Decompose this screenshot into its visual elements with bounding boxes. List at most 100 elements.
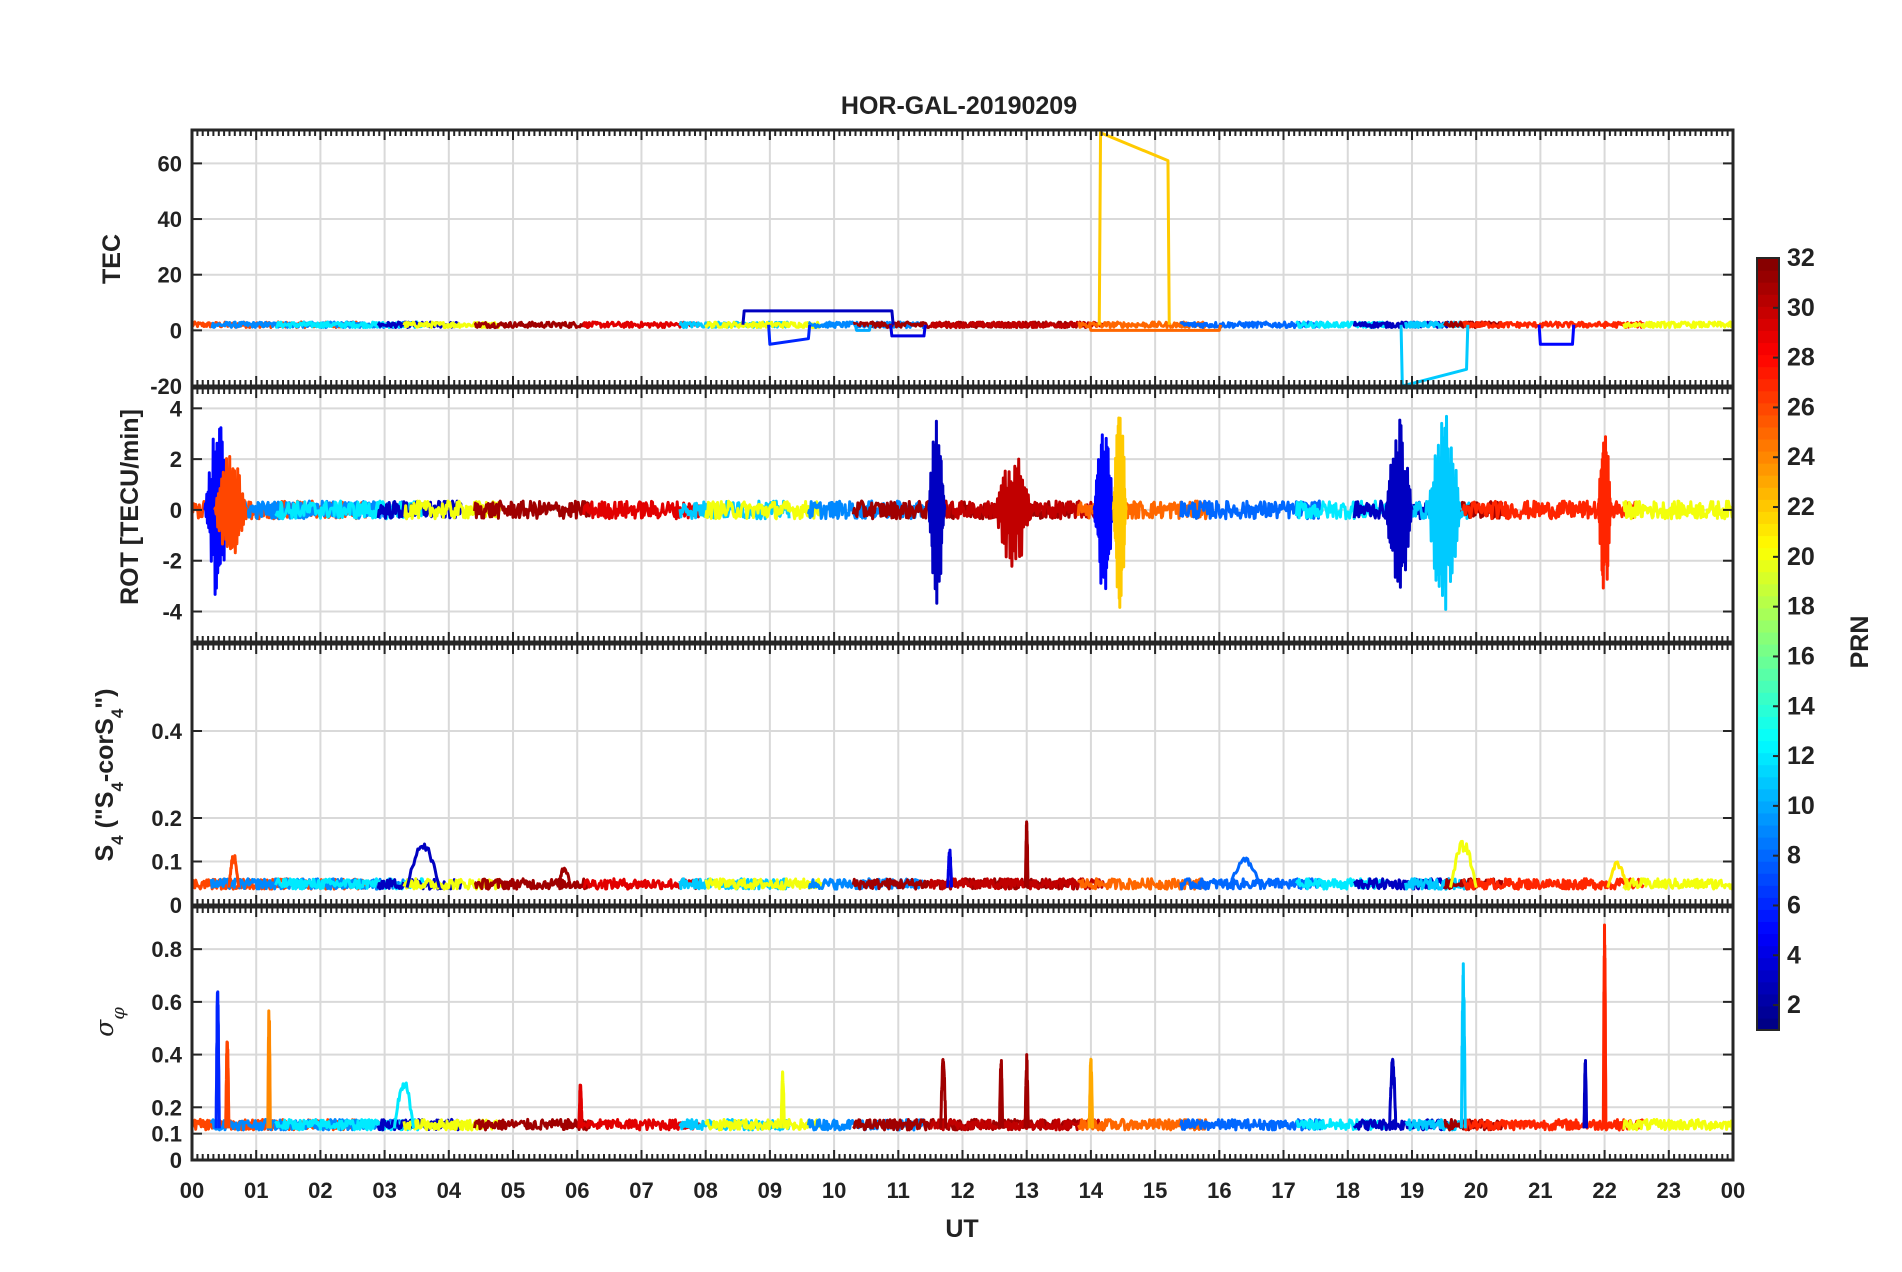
colorbar-segment (1757, 547, 1779, 561)
trace-prn-20 (402, 877, 502, 891)
panel-rot: -4 -2 0 2 4 (162, 386, 1735, 644)
event-prn-26 (227, 854, 241, 888)
event-prn-24 (266, 1009, 272, 1129)
colorbar-segment (1757, 668, 1779, 681)
colorbar-segment (1757, 873, 1779, 886)
data-traces (192, 414, 1733, 611)
colorbar-segment (1757, 969, 1779, 983)
colorbar-segment (1757, 716, 1779, 730)
colorbar-tick-label: 4 (1787, 941, 1801, 969)
x-tick-label: 18 (1336, 1178, 1360, 1203)
data-traces (192, 923, 1733, 1132)
y-tick-label: 20 (158, 263, 182, 288)
ylabel-rot: ROT [TECU/min] (116, 409, 144, 605)
colorbar-segment (1757, 318, 1779, 331)
colorbar-segment (1757, 631, 1779, 645)
trace-prn-30 (929, 320, 1105, 330)
x-tick-label: 14 (1079, 1178, 1104, 1203)
colorbar-segment (1757, 306, 1779, 319)
event-prn-31 (556, 866, 573, 888)
colorbar-segment (1757, 993, 1779, 1007)
colorbar-segment (1757, 981, 1779, 995)
event-prn-10 (853, 324, 873, 332)
x-minor-ticks (191, 130, 1734, 386)
x-tick-label: 21 (1528, 1178, 1552, 1203)
x-tick-label: 01 (244, 1178, 268, 1203)
x-tick-label: 00 (1721, 1178, 1745, 1203)
colorbar-segment (1757, 378, 1779, 392)
colorbar-tick-label: 18 (1787, 593, 1815, 621)
trace-prn-29 (582, 320, 701, 329)
event-prn-4 (889, 324, 927, 338)
event-prn-5 (1537, 324, 1576, 346)
y-tick-label: 0 (170, 1148, 182, 1173)
trace-prn-30 (928, 877, 1106, 891)
colorbar-segment (1757, 861, 1779, 874)
event-prn-26 (224, 1040, 231, 1129)
trace-prn-31 (473, 1117, 592, 1132)
colorbar-segment (1757, 511, 1779, 524)
trace-prn-20 (1622, 499, 1733, 521)
x-tick-label: 03 (372, 1178, 396, 1203)
event-prn-27 (1601, 923, 1608, 1129)
x-tick-label: 02 (308, 1178, 332, 1203)
y-tick-label: 0.1 (151, 1122, 182, 1147)
trace-prn-27 (1462, 1118, 1645, 1132)
x-tick-label: 09 (758, 1178, 782, 1203)
x-tick-label: 11 (887, 1178, 910, 1203)
colorbar-segment (1757, 595, 1779, 609)
colorbar-segment (1757, 945, 1779, 959)
trace-prn-20 (704, 877, 823, 891)
x-tick-label: 17 (1271, 1178, 1295, 1203)
x-tick-label: 05 (501, 1178, 525, 1203)
y-tick-label: 60 (158, 151, 182, 176)
colorbar-tick-label: 2 (1787, 991, 1801, 1019)
x-axis-tick-labels: 00 01 02 03 04 05 06 07 08 09 10 11 12 13 14 15 16 17 18 19… (180, 1178, 1745, 1203)
data-traces (192, 131, 1733, 386)
colorbar-tick-label: 20 (1787, 543, 1815, 571)
y-tick-label: 0.2 (151, 806, 182, 831)
trace-prn-31 (852, 1117, 1080, 1132)
colorbar-segment (1757, 909, 1779, 923)
y-tick-label: 0.1 (151, 850, 182, 875)
event-prn-31 (939, 1058, 948, 1129)
colorbar-segment (1757, 330, 1779, 344)
colorbar-segment (1757, 788, 1779, 802)
y-tick-label: -2 (162, 549, 182, 574)
event-prn-3 (1388, 1057, 1398, 1129)
colorbar-segment (1757, 752, 1779, 766)
trace-prn-20 (1622, 877, 1733, 891)
colorbar-segment (1757, 921, 1779, 935)
colorbar-segment (1757, 1017, 1779, 1031)
x-tick-label: 13 (1014, 1178, 1038, 1203)
y-tick-label: 0.4 (151, 719, 182, 744)
y-tick-label: 0.6 (151, 990, 182, 1015)
colorbar-segment (1757, 740, 1779, 754)
colorbar-segment (1757, 451, 1779, 464)
event-prn-31 (1023, 1053, 1030, 1129)
colorbar-tick-label: 28 (1787, 344, 1815, 372)
colorbar-segment (1757, 692, 1779, 705)
colorbar-segment (1757, 487, 1779, 500)
x-tick-label: 04 (437, 1178, 462, 1203)
trace-prn-27 (1461, 877, 1645, 891)
event-prn-31 (1023, 820, 1030, 888)
trace-prn-30 (929, 1118, 1106, 1132)
event-prn-11 (1399, 324, 1470, 386)
y-tick-label: 0.2 (151, 1095, 182, 1120)
event-prn-30 (993, 457, 1035, 568)
event-prn-8 (1227, 856, 1263, 889)
trace-prn-27 (1461, 499, 1644, 521)
colorbar-segment (1757, 559, 1779, 573)
event-prn-12 (392, 1081, 415, 1129)
x-tick-label: 12 (950, 1178, 974, 1203)
y-tick-label: -4 (162, 600, 182, 625)
colorbar-tick-label: 8 (1787, 842, 1801, 870)
event-prn-4 (946, 848, 954, 888)
trace-prn-27 (1462, 320, 1645, 329)
trace-prn-20 (402, 320, 501, 330)
colorbar-tick-label: 6 (1787, 891, 1801, 919)
x-tick-label: 08 (693, 1178, 717, 1203)
colorbar-tick-label: 30 (1787, 294, 1815, 322)
event-prn-20 (1449, 839, 1478, 888)
